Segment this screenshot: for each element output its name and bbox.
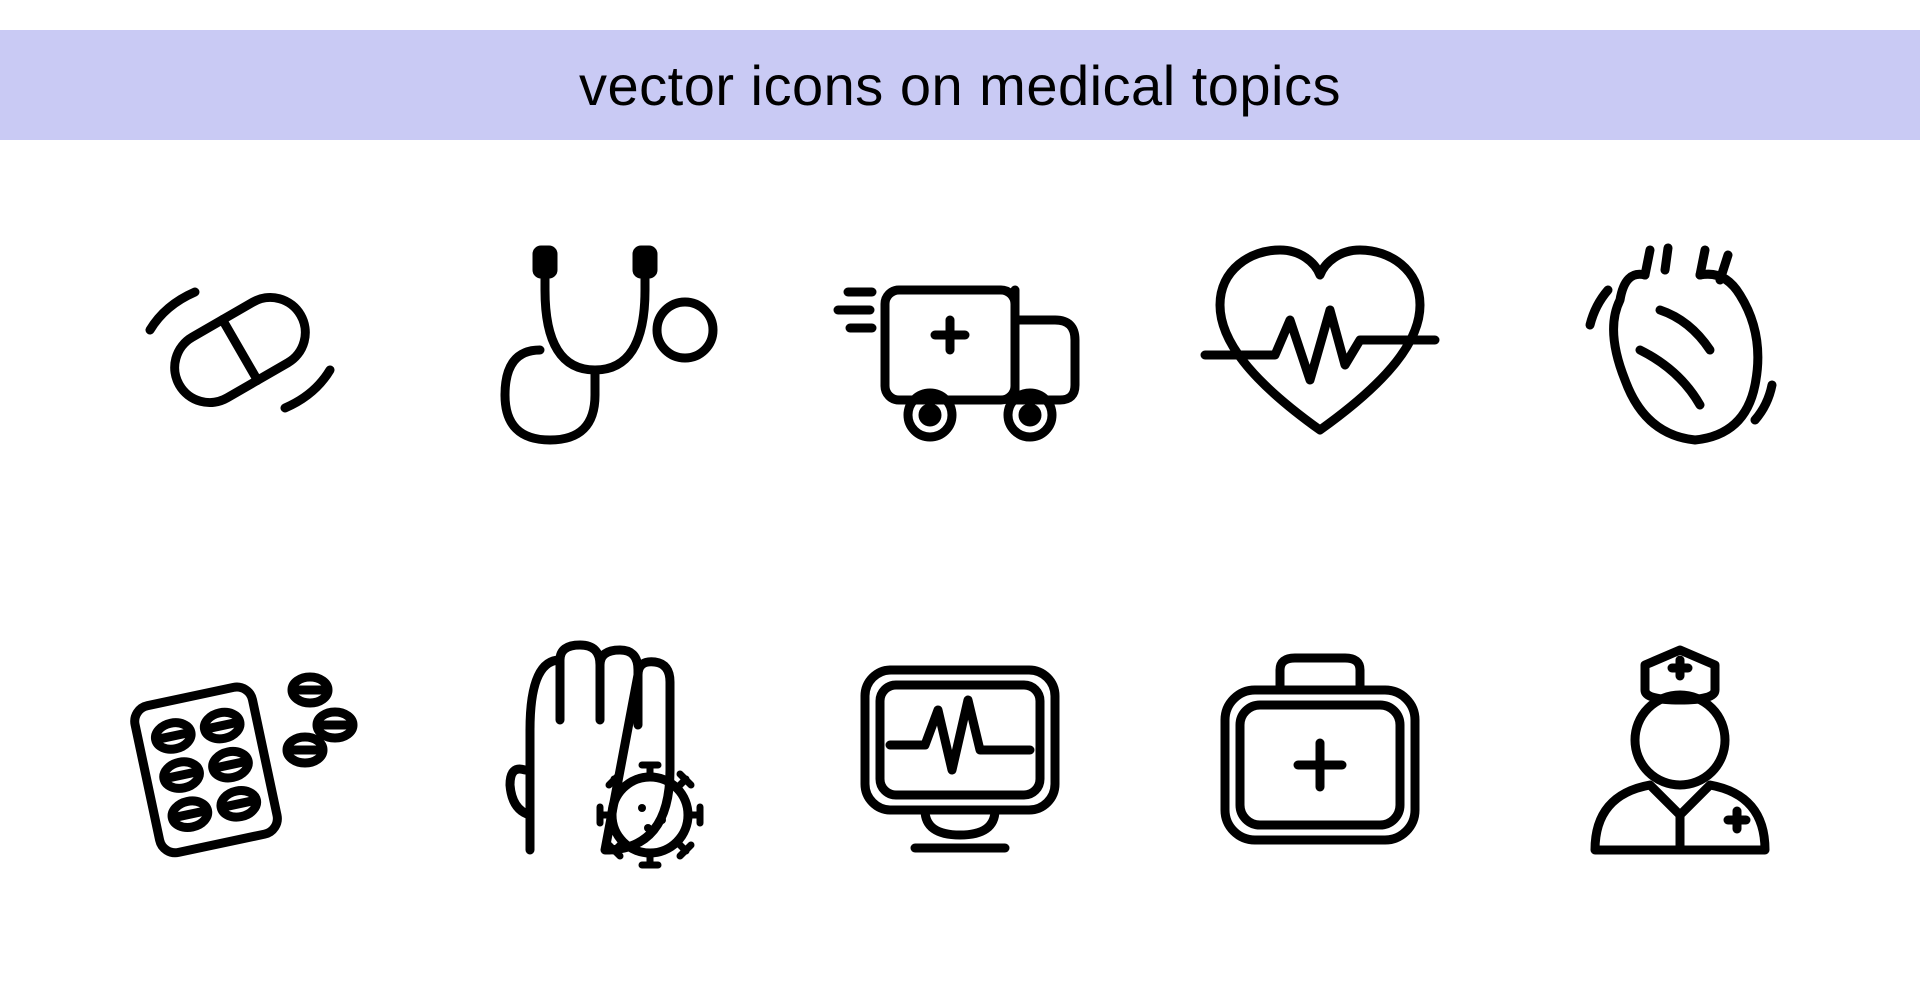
pill-blister-icon [100, 610, 380, 890]
ambulance-truck-icon [820, 210, 1100, 490]
first-aid-kit-icon [1180, 610, 1460, 890]
stop-virus-hand-icon [460, 610, 740, 890]
anatomical-heart-icon [1540, 210, 1820, 490]
heart-pulse-icon [1180, 210, 1460, 490]
nurse-icon [1540, 610, 1820, 890]
pill-capsule-icon [100, 210, 380, 490]
page-title: vector icons on medical topics [579, 53, 1341, 118]
header-band: vector icons on medical topics [0, 30, 1920, 140]
ecg-monitor-icon [820, 610, 1100, 890]
stethoscope-icon [460, 210, 740, 490]
icon-grid [80, 180, 1840, 920]
